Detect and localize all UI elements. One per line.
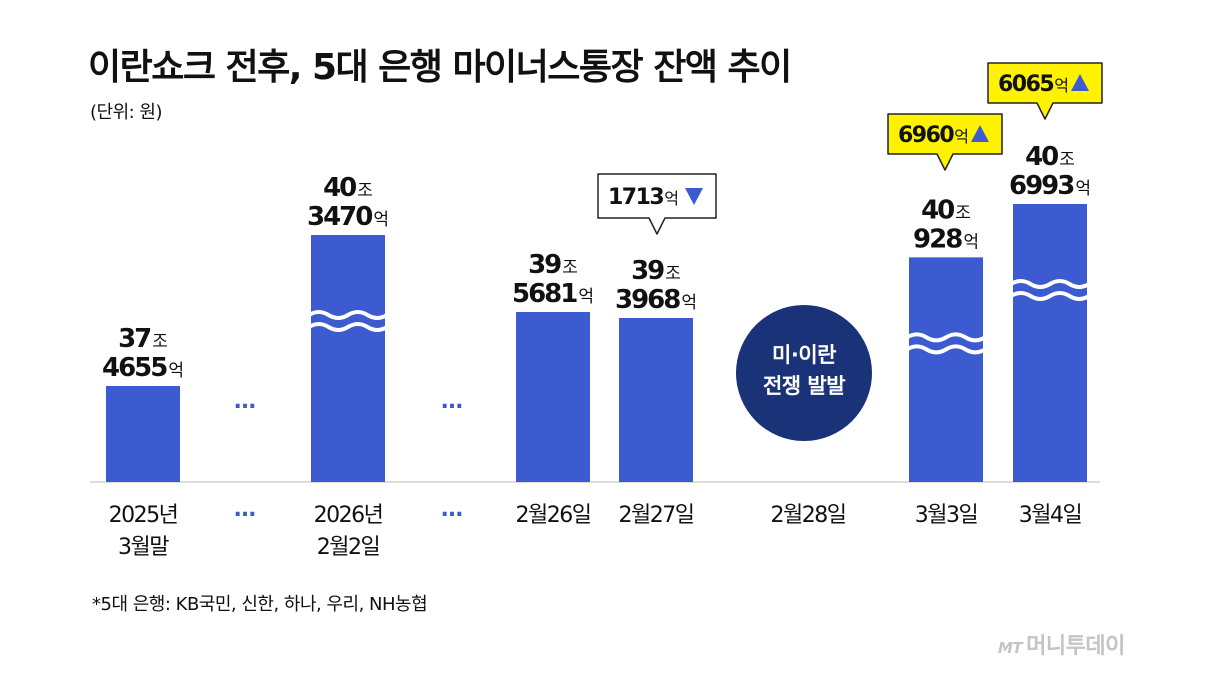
value-label: 40 조 [921,195,971,225]
bar [1013,204,1087,482]
category-label: 2026년 [314,503,383,528]
value-label: 3968 억 [615,285,697,315]
value-label: 39 조 [528,250,578,280]
ellipsis-mark: … [234,497,256,522]
bar [311,235,385,482]
ellipsis-mark: … [441,389,463,414]
change-callout [887,113,1003,171]
up-arrow-icon [971,125,989,142]
value-label: 6993 억 [1009,171,1091,201]
value-label: 928 억 [913,224,979,254]
bar [909,257,983,482]
up-arrow-icon [1071,74,1089,91]
ellipsis-mark: … [441,497,463,522]
value-label: 39 조 [631,256,681,286]
category-label: 2월2일 [317,535,380,560]
value-label: 4655 억 [102,353,184,383]
category-label: 2025년 [109,503,178,528]
category-label: 2월28일 [771,503,846,528]
axis-break-wave [307,322,389,332]
value-label: 37 조 [118,324,168,354]
bar [516,311,590,482]
category-label: 2월27일 [619,503,694,528]
down-arrow-icon [685,188,703,205]
event-label: 미·이란 [772,343,836,367]
axis-break-wave [1009,279,1091,289]
category-label: 2월26일 [516,503,591,528]
change-value: 6960억 [898,123,969,148]
value-label: 5681 억 [512,279,594,309]
bar [619,318,693,482]
axis-break-wave [905,344,987,355]
chart-title: 이란쇼크 전후, 5대 은행 마이너스통장 잔액 추이 [88,47,792,88]
axis-break-wave [307,310,389,320]
category-label: 3월3일 [915,503,978,528]
event-label: 전쟁 발발 [763,374,845,398]
axis-break-wave [1009,291,1091,301]
footnote: *5대 은행: KB국민, 신한, 하나, 우리, NH농협 [92,594,428,615]
bar [106,386,180,482]
axis-break-wave [905,332,987,343]
change-callout [987,62,1103,120]
event-circle [736,305,872,441]
value-label: 3470 억 [307,202,389,232]
category-label: 3월4일 [1019,503,1082,528]
change-value: 6065억 [998,72,1069,97]
watermark-mark: MT [998,639,1023,657]
value-label: 40 조 [323,173,373,203]
ellipsis-mark: … [234,389,256,414]
watermark-name: 머니투데이 [1026,634,1125,659]
change-value: 1713억 [608,185,679,210]
value-label: 40 조 [1025,142,1075,172]
category-label: 3월말 [118,535,169,560]
unit-label: (단위: 원) [90,102,163,123]
publisher-watermark: MT 머니투데이 [998,628,1125,660]
